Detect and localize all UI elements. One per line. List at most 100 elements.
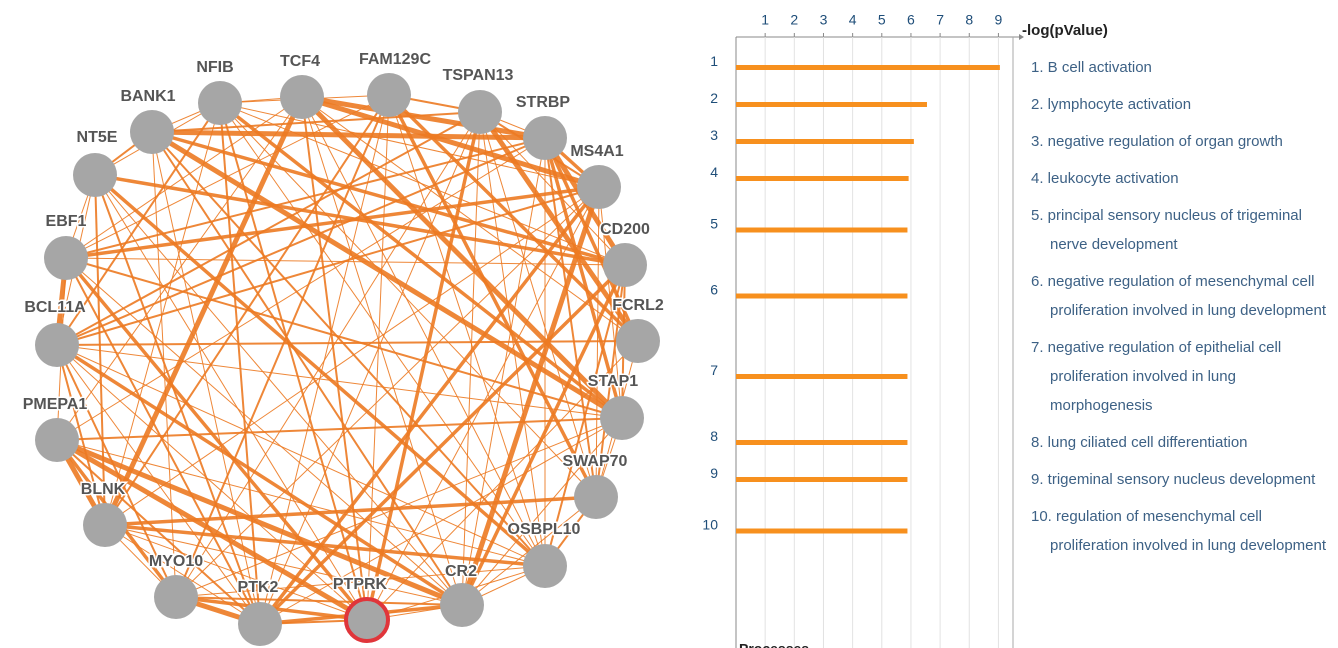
- y-tick-label: 6: [710, 282, 718, 298]
- process-description: 2. lymphocyte activation: [1031, 96, 1192, 113]
- y-tick-label: 7: [710, 362, 718, 378]
- edge: [151, 131, 177, 598]
- y-tick-label: 10: [702, 517, 718, 533]
- edge: [65, 257, 623, 419]
- edge: [93, 173, 547, 568]
- node-label: BLNK: [81, 481, 126, 498]
- process-description: 3. negative regulation of organ growth: [1031, 133, 1283, 150]
- node-label: FAM129C: [359, 51, 431, 68]
- edge: [56, 344, 368, 621]
- node-label: STRBP: [516, 94, 571, 111]
- edge: [56, 340, 639, 346]
- node-label: FCRL2: [612, 297, 664, 314]
- node: [35, 323, 79, 367]
- edge: [56, 437, 463, 608]
- edge: [64, 256, 369, 622]
- bar: [736, 477, 908, 482]
- node: [73, 153, 117, 197]
- bar: [736, 176, 909, 181]
- edge: [387, 94, 598, 498]
- edge: [175, 596, 463, 606]
- node-label: BCL11A: [24, 299, 86, 316]
- edge: [301, 96, 368, 621]
- edge: [151, 130, 626, 267]
- node-label: CD200: [600, 221, 650, 238]
- edge: [543, 137, 640, 342]
- edge: [258, 185, 601, 626]
- edge: [56, 137, 546, 441]
- edges: [54, 93, 641, 627]
- x-tick-label: 5: [878, 12, 886, 28]
- edge: [175, 565, 546, 598]
- edge: [175, 94, 390, 598]
- process-description: 1. B cell activation: [1031, 59, 1152, 76]
- edge: [94, 174, 368, 621]
- node: [577, 165, 621, 209]
- process-description: 10. regulation of mesenchymal cell proli…: [1031, 508, 1327, 554]
- bar: [736, 139, 914, 144]
- node: [440, 583, 484, 627]
- x-tick-label: 7: [936, 12, 944, 28]
- edge: [544, 264, 626, 567]
- process-description: 4. leukocyte activation: [1031, 170, 1179, 187]
- node: [458, 90, 502, 134]
- bar: [736, 293, 908, 299]
- edge: [175, 111, 481, 598]
- x-tick-label: 3: [820, 12, 828, 28]
- node: [83, 503, 127, 547]
- node-label: NFIB: [196, 59, 233, 76]
- node: [616, 319, 660, 363]
- node-label: EBF1: [46, 213, 87, 230]
- bar: [736, 374, 908, 379]
- edge: [479, 111, 546, 567]
- node-label: OSBPL10: [508, 521, 581, 538]
- edge: [219, 102, 546, 567]
- node: [130, 110, 174, 154]
- node-label: MS4A1: [570, 143, 623, 160]
- node: [523, 116, 567, 160]
- node-label: PTK2: [238, 579, 279, 596]
- edge: [460, 264, 627, 606]
- footer: Processes: [739, 641, 809, 648]
- x-tick-label: 1: [761, 12, 769, 28]
- node: [238, 602, 282, 646]
- x-tick-label: 2: [790, 12, 798, 28]
- edge: [259, 417, 623, 625]
- node-label: TCF4: [280, 53, 320, 70]
- x-tick-label: 6: [907, 12, 915, 28]
- node-label: SWAP70: [563, 453, 628, 470]
- edge: [55, 437, 369, 623]
- edge: [151, 131, 463, 606]
- edge: [104, 186, 600, 526]
- y-tick-label: 3: [710, 127, 718, 143]
- node: [198, 81, 242, 125]
- edge: [94, 174, 106, 526]
- edge: [301, 94, 546, 141]
- axis-arrow: [1019, 34, 1024, 40]
- edge: [56, 137, 546, 346]
- y-tick-label: 4: [710, 164, 718, 180]
- edge: [56, 344, 623, 419]
- x-tick-label: 9: [995, 12, 1003, 28]
- edge: [366, 94, 390, 621]
- node: [154, 575, 198, 619]
- node-label: PTPRK: [333, 576, 388, 593]
- node-label: NT5E: [77, 129, 118, 146]
- x-tick-label: 4: [849, 12, 857, 28]
- node: [600, 396, 644, 440]
- process-description: 7. negative regulation of epithelial cel…: [1031, 339, 1282, 414]
- edge: [219, 102, 600, 188]
- node-label: PMEPA1: [23, 396, 88, 413]
- edge: [598, 186, 623, 419]
- node: [523, 544, 567, 588]
- edge: [477, 110, 641, 343]
- edge: [56, 111, 481, 346]
- x-tick-label: 8: [965, 12, 973, 28]
- edge: [65, 137, 546, 259]
- node: [35, 418, 79, 462]
- edge: [104, 495, 597, 527]
- edge: [56, 96, 303, 441]
- edge: [151, 131, 261, 625]
- edge: [479, 111, 597, 498]
- process-list: 1. B cell activation 2. lymphocyte activa…: [1031, 53, 1331, 568]
